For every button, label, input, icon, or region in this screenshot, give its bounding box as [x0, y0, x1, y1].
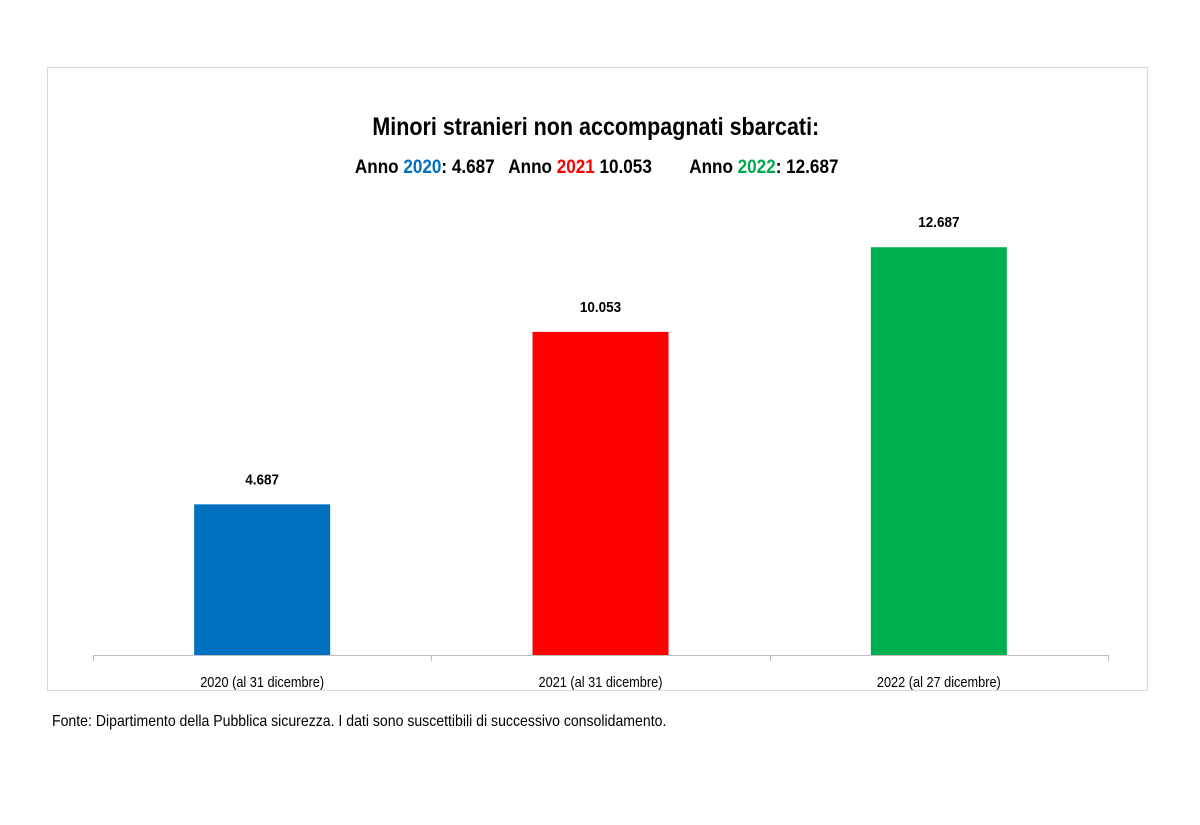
x-tick-label: 2020 (al 31 dicembre)	[200, 673, 324, 690]
data-label: 4.687	[245, 472, 279, 489]
bar	[194, 504, 331, 655]
subtitle-label-2020: Anno	[354, 157, 404, 178]
subtitle-value-2022: : 12.687	[775, 157, 839, 178]
x-tick-label: 2022 (al 27 dicembre)	[877, 673, 1001, 690]
source-note: Fonte: Dipartimento della Pubblica sicur…	[52, 713, 667, 730]
subtitle-value-2021: 10.053	[594, 157, 652, 178]
x-tick-label: 2021 (al 31 dicembre)	[539, 673, 663, 690]
subtitle-value-2020: : 4.687	[441, 157, 495, 178]
subtitle-label-2021: Anno	[508, 157, 557, 178]
data-label: 12.687	[918, 215, 959, 232]
chart-subtitle: Anno 2020: 4.687 Anno 2021 10.053 Anno 2…	[57, 157, 1137, 179]
subtitle-year-2021: 2021	[556, 157, 595, 178]
bar	[870, 247, 1007, 656]
data-label: 10.053	[580, 299, 621, 316]
bar	[532, 331, 669, 655]
subtitle-year-2020: 2020	[403, 157, 442, 178]
subtitle-label-2022: Anno	[689, 157, 738, 178]
subtitle-year-2022: 2022	[737, 157, 776, 178]
chart-title: Minori stranieri non accompagnati sbarca…	[372, 113, 820, 141]
